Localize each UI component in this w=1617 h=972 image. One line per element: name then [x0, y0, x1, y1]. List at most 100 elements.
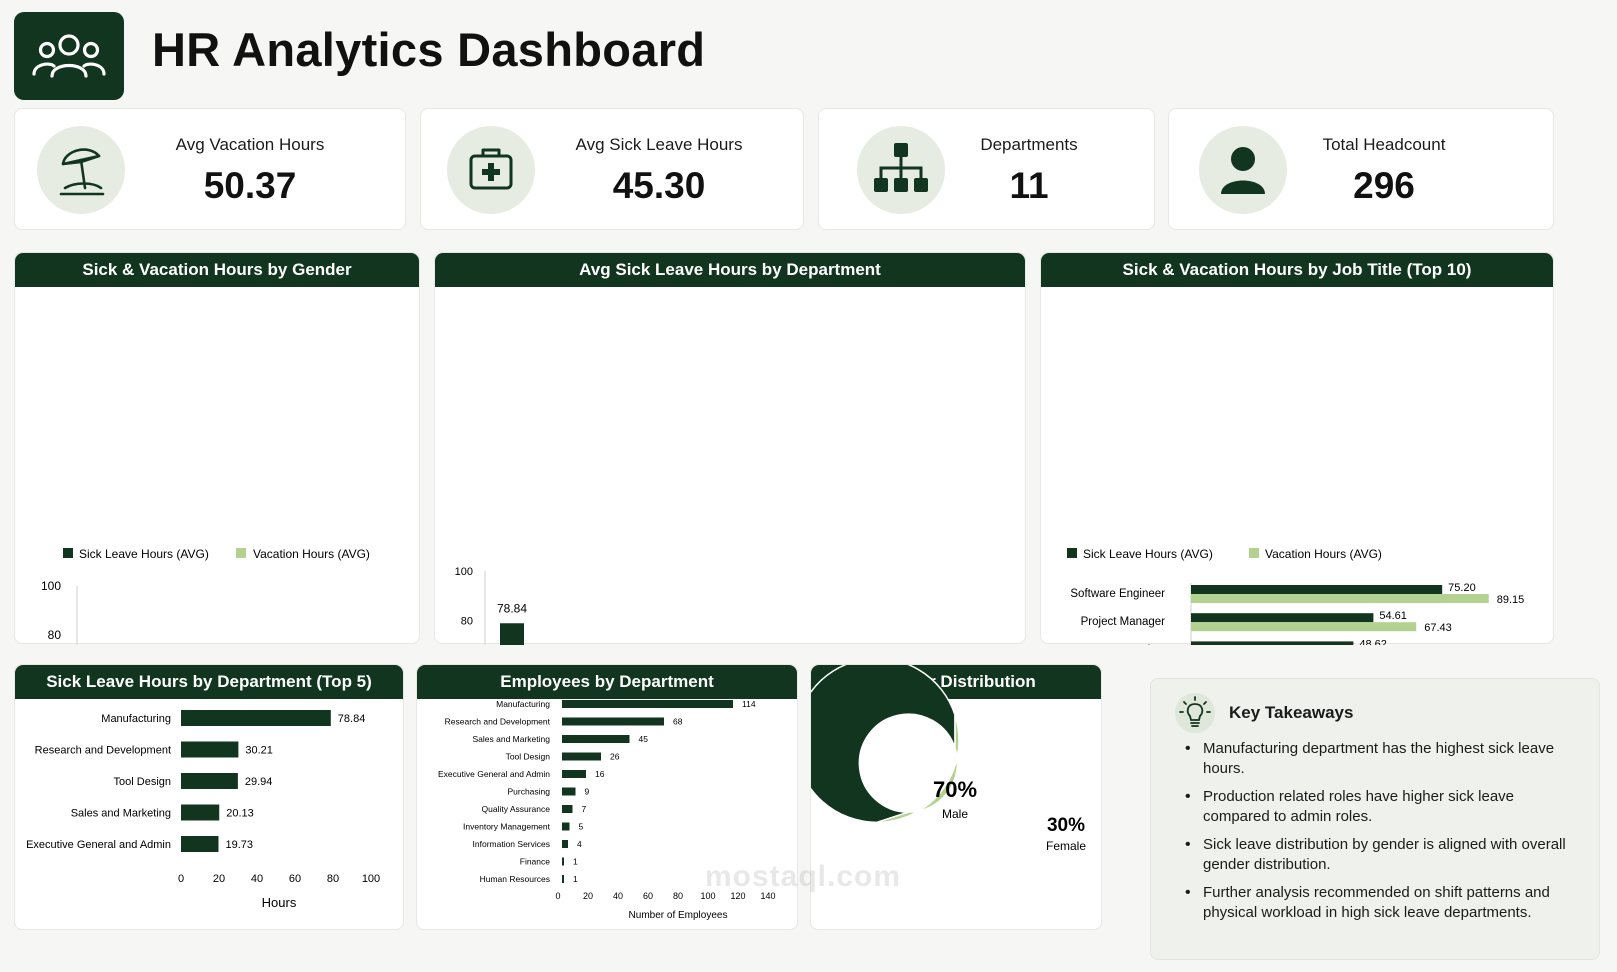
kpi-icon-circle: [447, 126, 535, 214]
y-tick-label: Finance: [520, 857, 551, 867]
bar-value-label: 114: [742, 699, 756, 709]
kpi-icon-circle: [857, 126, 945, 214]
page-title: HR Analytics Dashboard: [152, 23, 706, 76]
y-tick-label: 80: [461, 615, 473, 627]
person-icon: [1221, 147, 1265, 194]
x-tick-label: 60: [643, 891, 653, 901]
y-tick-label: Tool Design: [114, 776, 171, 788]
bar-value-label: 48.62: [1359, 638, 1387, 645]
y-tick-label: Executive General and Admin: [26, 839, 171, 851]
bar: [562, 805, 573, 813]
bar: [562, 857, 564, 866]
first-aid-kit-icon: [469, 148, 513, 190]
kpi-card-vacation: Avg Vacation Hours 50.37: [14, 108, 406, 230]
x-tick-label: 20: [213, 873, 225, 885]
bar: [181, 773, 238, 789]
y-tick-label: Sales and Marketing: [473, 734, 551, 744]
panel-job-title-hours: Sick & Vacation Hours by Job Title (Top …: [1040, 252, 1554, 645]
x-tick-label: 100: [700, 891, 715, 901]
beach-umbrella-icon: [59, 148, 105, 196]
kpi-icon-circle: [1199, 126, 1287, 214]
slice-value-label: 30%: [1047, 815, 1085, 836]
bar-value-label: 54.61: [1379, 610, 1407, 622]
kpi-label: Total Headcount: [1322, 135, 1446, 154]
bar-value-label: 7: [582, 804, 587, 814]
x-tick-label: 80: [673, 891, 683, 901]
panel-title: Sick Leave Hours by Department (Top 5): [15, 665, 403, 699]
bar-value-label: 16: [595, 769, 605, 779]
legend-swatch-sick: [1067, 548, 1077, 558]
bar-value-label: 9: [585, 787, 590, 797]
bar: [562, 717, 664, 726]
takeaway-item: Further analysis recommended on shift pa…: [1185, 883, 1575, 923]
key-takeaways-list: Manufacturing department has the highest…: [1185, 739, 1575, 931]
legend-label: Sick Leave Hours (AVG): [79, 547, 209, 561]
legend-swatch-sick: [63, 548, 73, 558]
bar: [562, 875, 564, 883]
x-tick-label: 40: [251, 873, 263, 885]
y-tick-label: Tool Design: [506, 752, 551, 762]
slice-category-label: Male: [942, 807, 968, 821]
key-takeaways-title: Key Takeaways: [1229, 703, 1354, 722]
kpi-icon-circle: [37, 126, 125, 214]
y-tick-label: 80: [48, 628, 62, 642]
y-tick-label: Manufacturing: [496, 699, 550, 709]
watermark: mostaql.com: [705, 860, 902, 893]
kpi-label: Departments: [980, 135, 1078, 154]
gender-distribution-chart: 70% Male 30% Female: [811, 665, 1086, 853]
x-tick-label: 100: [362, 873, 380, 885]
bar-value-label: 19.73: [225, 839, 253, 851]
panel-dept-sick-leave: Avg Sick Leave Hours by Department 02040…: [434, 252, 1026, 645]
slice-category-label: Female: [1046, 839, 1086, 853]
people-group-icon: [32, 34, 106, 78]
panel-employees-by-dept: Employees by Department Manufacturing 114…: [416, 664, 798, 930]
kpi-card-headcount: Total Headcount 296: [1168, 108, 1554, 230]
donut-slice-male: [811, 665, 956, 824]
bar: [562, 752, 601, 761]
x-tick-label: 60: [289, 873, 301, 885]
bar: [1191, 613, 1374, 623]
bar: [1191, 641, 1354, 645]
bar: [562, 840, 568, 848]
y-tick-label: Manufacturing: [101, 713, 171, 725]
bar: [562, 770, 586, 778]
bar-value-label: 75.20: [1448, 582, 1476, 594]
panel-gender-hours: Sick & Vacation Hours by Gender Sick Lea…: [14, 252, 420, 645]
dept-sick-leave-chart: 020406080100Hours78.84Manufacturing30.21…: [455, 566, 527, 645]
panel-title: Sick & Vacation Hours by Gender: [15, 253, 419, 287]
x-axis-title: Hours: [262, 895, 297, 910]
bar: [181, 804, 220, 821]
lightbulb-icon: [1175, 693, 1215, 733]
y-tick-label: 100: [455, 566, 473, 578]
employees-by-dept-chart: Manufacturing 114 Research and Development…: [438, 699, 776, 921]
bar: [562, 700, 733, 708]
slice-value-label: 70%: [933, 777, 977, 802]
panel-gender-distribution: Gender Distribution 70% Male 30% Female: [810, 664, 1102, 930]
kpi-label: Avg Vacation Hours: [175, 135, 325, 154]
bar-value-label: 1: [573, 857, 578, 867]
bar-value-label: 89.15: [1497, 594, 1525, 606]
bar: [181, 836, 219, 852]
top5-sick-leave-chart: Manufacturing 78.84 Research and Developme…: [26, 710, 380, 910]
bar: [181, 710, 331, 726]
legend-label: Sick Leave Hours (AVG): [1083, 547, 1213, 561]
bar: [562, 787, 576, 796]
bar-value-label: 30.21: [245, 745, 273, 757]
kpi-card-departments: Departments 11: [818, 108, 1155, 230]
bar: [562, 822, 570, 831]
bar: [500, 623, 524, 645]
key-takeaways-panel: Key Takeaways Manufacturing department h…: [1150, 678, 1600, 960]
y-tick-label: Data Analyst: [1100, 644, 1165, 645]
kpi-value: 45.30: [612, 165, 706, 206]
panel-top5-sick-leave: Sick Leave Hours by Department (Top 5) M…: [14, 664, 404, 930]
kpi-value: 296: [1353, 165, 1415, 206]
bar: [1191, 594, 1489, 603]
x-tick-label: 0: [555, 891, 560, 901]
x-axis-title: Number of Employees: [629, 910, 728, 921]
bar: [181, 741, 239, 758]
bar-value-label: 26: [610, 752, 620, 762]
panel-title: Avg Sick Leave Hours by Department: [435, 253, 1025, 287]
y-tick-label: 100: [41, 579, 61, 593]
y-tick-label: Research and Development: [445, 717, 551, 727]
x-tick-label: 140: [760, 891, 775, 901]
